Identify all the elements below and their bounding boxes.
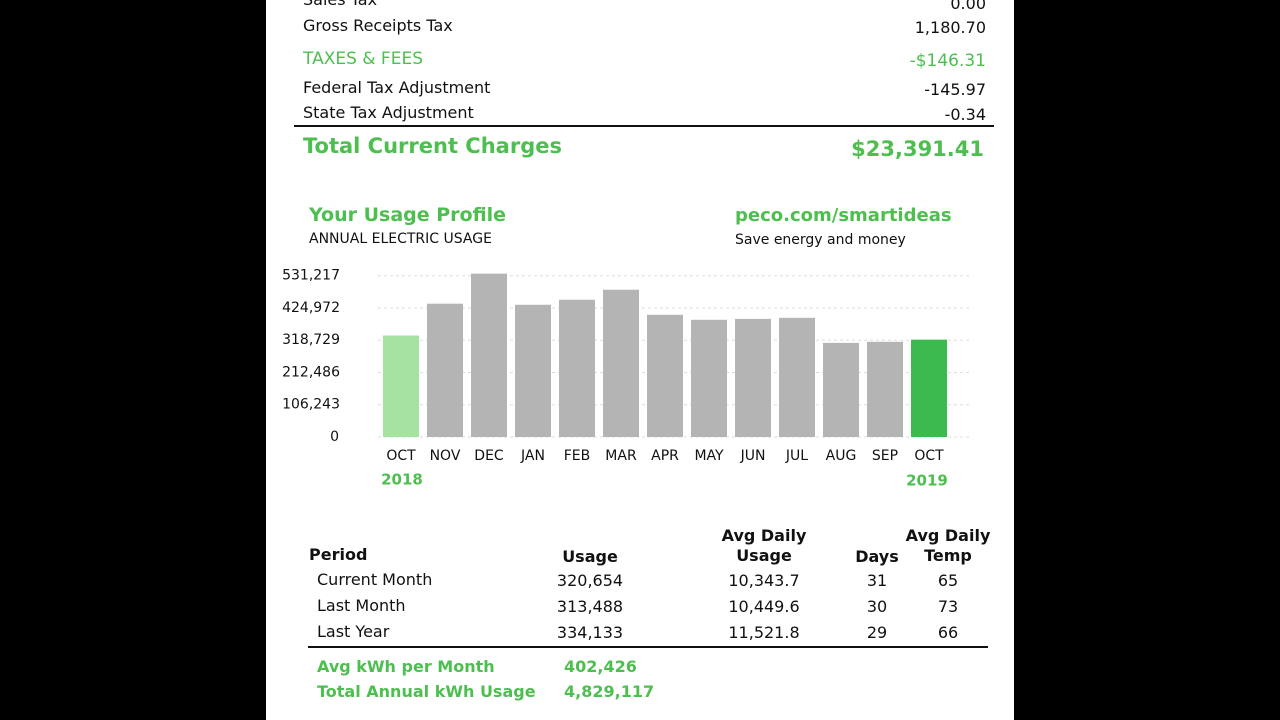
summary-label: Total Annual kWh Usage [317, 682, 536, 701]
table-cell: 320,654 [556, 571, 624, 590]
total-label: Total Current Charges [303, 134, 562, 158]
table-cell: 334,133 [556, 623, 624, 642]
x-tick-label: APR [651, 448, 679, 464]
row-label: Current Month [317, 570, 433, 589]
row-label: Last Year [317, 622, 390, 641]
y-tick-label: 424,972 [282, 300, 340, 316]
x-tick-label: OCT [914, 448, 944, 464]
x-tick-label: NOV [430, 448, 461, 464]
y-tick-label: 212,486 [282, 364, 340, 380]
x-tick-label: JUL [785, 448, 808, 464]
x-tick-label: SEP [872, 448, 898, 464]
table-header: Usage [562, 547, 618, 566]
line-amount: 1,180.70 [914, 18, 986, 37]
y-tick-label: 0 [330, 429, 339, 445]
bar [603, 289, 639, 437]
table-cell: 29 [866, 623, 888, 642]
y-tick-label: 318,729 [282, 332, 340, 348]
table-cell: 30 [866, 597, 888, 616]
table-cell: 65 [937, 571, 959, 590]
table-cell: 73 [937, 597, 959, 616]
y-tick-label: 531,217 [282, 268, 340, 284]
table-header: Days [855, 547, 899, 566]
table-cell: 313,488 [556, 597, 624, 616]
table-header: Avg Daily Temp [905, 526, 991, 565]
x-tick-label: JAN [520, 448, 545, 464]
tagline: Save energy and money [735, 232, 906, 248]
bar [515, 304, 551, 437]
y-tick-label: 106,243 [282, 397, 340, 413]
profile-subtitle: ANNUAL ELECTRIC USAGE [309, 231, 492, 247]
section-label: TAXES & FEES [303, 49, 423, 69]
bar [823, 342, 859, 437]
link[interactable]: peco.com/smartideas [735, 205, 952, 226]
summary-value: 4,829,117 [564, 682, 655, 701]
year-label: 2019 [906, 472, 948, 490]
line-amount: 0.00 [950, 0, 986, 13]
x-tick-label: AUG [826, 448, 857, 464]
summary-label: Avg kWh per Month [317, 657, 495, 676]
summary-value: 402,426 [564, 657, 637, 676]
x-tick-label: JUN [740, 448, 766, 464]
rule [294, 125, 994, 127]
year-label: 2018 [381, 471, 423, 489]
profile-title: Your Usage Profile [309, 204, 507, 226]
table-cell: 10,343.7 [728, 571, 800, 590]
x-tick-label: DEC [474, 448, 504, 464]
table-cell: 11,521.8 [728, 623, 800, 642]
x-tick-label: MAR [605, 448, 637, 464]
bar [647, 314, 683, 437]
bar [779, 317, 815, 437]
bar [559, 299, 595, 437]
line-label: Federal Tax Adjustment [303, 78, 491, 97]
x-tick-label: FEB [564, 448, 591, 464]
bar [471, 273, 507, 437]
table-cell: 10,449.6 [728, 597, 800, 616]
line-amount: -0.34 [944, 105, 986, 124]
table-cell: 66 [937, 623, 959, 642]
total-amount: $23,391.41 [851, 137, 984, 161]
rule [308, 646, 988, 648]
x-tick-label: MAY [694, 448, 724, 464]
bar [427, 303, 463, 437]
table-cell: 31 [866, 571, 888, 590]
line-amount: -145.97 [924, 80, 986, 99]
line-label: Sales Tax [303, 0, 377, 10]
line-label: State Tax Adjustment [303, 103, 474, 122]
line-label: Gross Receipts Tax [303, 16, 453, 35]
section-amount: -$146.31 [909, 51, 986, 71]
row-label: Last Month [317, 596, 406, 615]
bar [867, 341, 903, 437]
x-tick-label: OCT [386, 448, 416, 464]
table-header: Avg Daily Usage [721, 526, 807, 565]
bar [735, 318, 771, 437]
bar [383, 335, 419, 437]
bar [911, 339, 947, 437]
table-header: Period [309, 545, 368, 564]
bar [691, 319, 727, 437]
